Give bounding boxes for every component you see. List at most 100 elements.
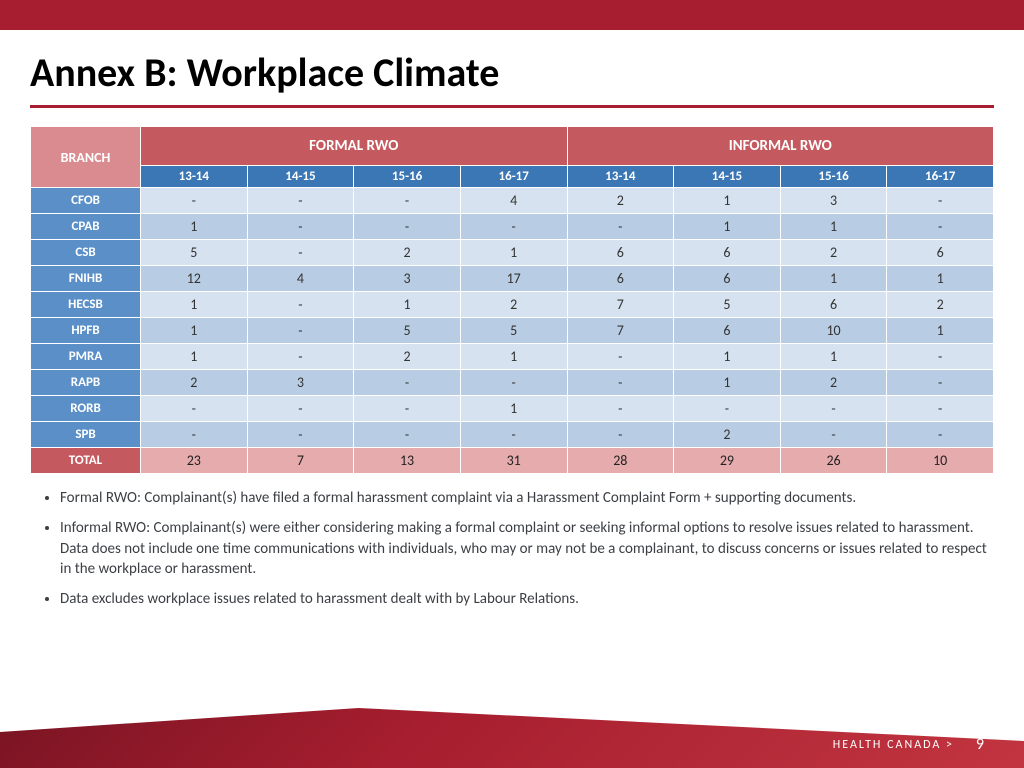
data-cell: 6 (674, 266, 781, 292)
total-cell: 23 (141, 448, 248, 474)
data-cell: 2 (567, 188, 674, 214)
total-label: TOTAL (31, 448, 141, 474)
data-cell: 7 (567, 292, 674, 318)
data-cell: 2 (780, 240, 887, 266)
data-cell: - (247, 292, 354, 318)
data-cell: - (354, 188, 461, 214)
total-cell: 26 (780, 448, 887, 474)
table-row: CFOB---4213- (31, 188, 994, 214)
data-cell: - (247, 214, 354, 240)
data-cell: 6 (567, 240, 674, 266)
data-cell: - (887, 214, 994, 240)
data-cell: - (887, 422, 994, 448)
data-cell: - (887, 396, 994, 422)
table-row: HPFB1-5576101 (31, 318, 994, 344)
row-label: HPFB (31, 318, 141, 344)
data-cell: 6 (780, 292, 887, 318)
table-row: FNIHB1243176611 (31, 266, 994, 292)
data-cell: - (141, 188, 248, 214)
data-cell: 1 (460, 344, 567, 370)
data-cell: - (354, 370, 461, 396)
data-cell: 12 (141, 266, 248, 292)
table-row: RAPB23---12- (31, 370, 994, 396)
data-cell: 1 (141, 292, 248, 318)
year-col: 14-15 (247, 166, 354, 188)
data-cell: - (141, 396, 248, 422)
data-cell: - (247, 422, 354, 448)
page-title: Annex B: Workplace Climate (30, 48, 994, 108)
data-cell: - (460, 214, 567, 240)
data-cell: - (674, 396, 781, 422)
total-row: TOTAL237133128292610 (31, 448, 994, 474)
data-cell: 17 (460, 266, 567, 292)
data-cell: 2 (354, 240, 461, 266)
data-cell: 1 (460, 396, 567, 422)
row-label: HECSB (31, 292, 141, 318)
table-row: CPAB1----11- (31, 214, 994, 240)
data-cell: - (887, 188, 994, 214)
data-cell: 1 (780, 214, 887, 240)
data-cell: 1 (887, 318, 994, 344)
data-cell: 7 (567, 318, 674, 344)
data-cell: 1 (780, 266, 887, 292)
total-cell: 10 (887, 448, 994, 474)
data-cell: 3 (247, 370, 354, 396)
data-cell: 1 (674, 188, 781, 214)
data-cell: 2 (141, 370, 248, 396)
data-cell: - (354, 396, 461, 422)
row-label: CFOB (31, 188, 141, 214)
total-cell: 28 (567, 448, 674, 474)
data-cell: 6 (887, 240, 994, 266)
data-cell: - (780, 396, 887, 422)
data-cell: - (887, 344, 994, 370)
footnote-item: Formal RWO: Complainant(s) have filed a … (60, 488, 994, 508)
total-cell: 29 (674, 448, 781, 474)
row-label: FNIHB (31, 266, 141, 292)
data-cell: 6 (567, 266, 674, 292)
table-row: SPB-----2-- (31, 422, 994, 448)
data-cell: 4 (247, 266, 354, 292)
data-cell: - (567, 396, 674, 422)
footnote-item: Informal RWO: Complainant(s) were either… (60, 518, 994, 579)
data-cell: - (247, 240, 354, 266)
footer: HEALTH CANADA > 9 (0, 708, 1024, 768)
data-cell: 1 (460, 240, 567, 266)
year-col: 16-17 (887, 166, 994, 188)
data-cell: - (247, 318, 354, 344)
data-cell: 2 (780, 370, 887, 396)
total-cell: 7 (247, 448, 354, 474)
year-col: 16-17 (460, 166, 567, 188)
data-cell: 10 (780, 318, 887, 344)
row-label: PMRA (31, 344, 141, 370)
slide-content: Annex B: Workplace Climate BRANCH FORMAL… (0, 30, 1024, 609)
year-col: 13-14 (141, 166, 248, 188)
chevron-icon: > (946, 738, 954, 752)
table-row: RORB---1---- (31, 396, 994, 422)
group-header-informal: INFORMAL RWO (567, 127, 994, 166)
data-cell: - (460, 422, 567, 448)
branch-header: BRANCH (31, 127, 141, 188)
data-cell: - (780, 422, 887, 448)
year-col: 14-15 (674, 166, 781, 188)
org-label: HEALTH CANADA (833, 738, 942, 752)
year-col: 15-16 (780, 166, 887, 188)
data-cell: 1 (141, 344, 248, 370)
data-cell: 1 (674, 370, 781, 396)
data-cell: - (887, 370, 994, 396)
group-header-formal: FORMAL RWO (141, 127, 568, 166)
year-col: 15-16 (354, 166, 461, 188)
data-cell: - (460, 370, 567, 396)
data-cell: 5 (354, 318, 461, 344)
data-cell: 2 (354, 344, 461, 370)
rwo-table: BRANCH FORMAL RWO INFORMAL RWO 13-14 14-… (30, 126, 994, 474)
data-cell: - (247, 344, 354, 370)
footer-text: HEALTH CANADA > (833, 738, 954, 752)
row-label: CSB (31, 240, 141, 266)
data-cell: 3 (780, 188, 887, 214)
data-cell: - (567, 422, 674, 448)
footnotes: Formal RWO: Complainant(s) have filed a … (30, 488, 994, 609)
table-row: HECSB1-127562 (31, 292, 994, 318)
total-cell: 13 (354, 448, 461, 474)
table-row: CSB5-216626 (31, 240, 994, 266)
data-cell: 4 (460, 188, 567, 214)
